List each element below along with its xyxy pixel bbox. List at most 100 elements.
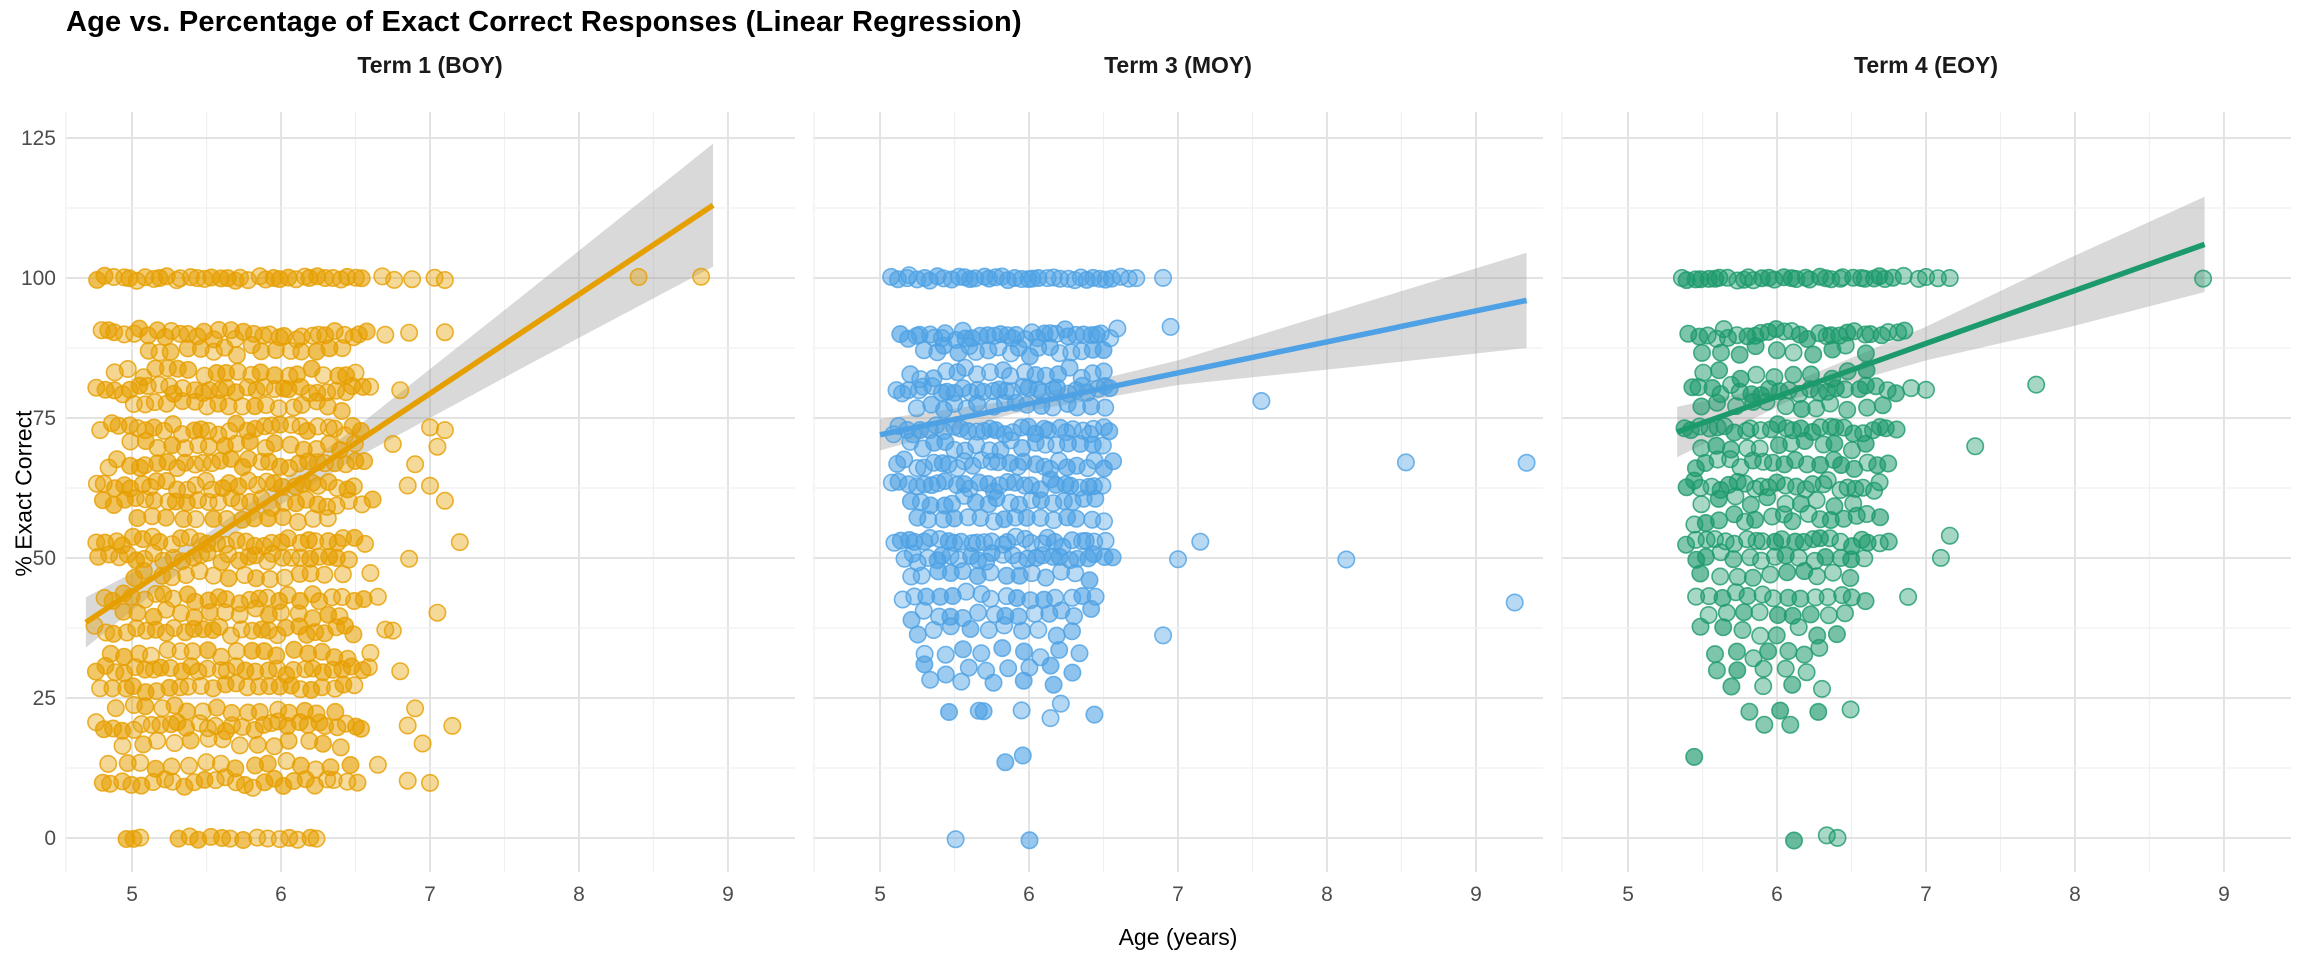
- data-point: [1707, 661, 1726, 680]
- data-point: [1161, 317, 1180, 336]
- data-point: [1017, 508, 1036, 527]
- data-point: [1085, 705, 1104, 724]
- data-point: [1754, 677, 1773, 696]
- data-point: [1771, 701, 1790, 720]
- data-point: [1856, 344, 1875, 363]
- data-point: [1841, 568, 1860, 587]
- data-point: [1063, 663, 1082, 682]
- data-point: [318, 770, 337, 789]
- data-point: [1767, 626, 1786, 645]
- data-point: [104, 624, 123, 643]
- data-point: [1728, 661, 1747, 680]
- scatter-points: [882, 266, 1536, 850]
- data-point: [179, 360, 198, 379]
- data-point: [1779, 641, 1798, 660]
- data-point: [157, 267, 176, 286]
- data-point: [325, 322, 344, 341]
- data-point: [368, 587, 387, 606]
- data-point: [275, 568, 294, 587]
- data-point: [207, 698, 226, 717]
- data-point: [361, 563, 380, 582]
- data-point: [344, 625, 363, 644]
- data-point: [1856, 434, 1875, 453]
- data-point: [967, 394, 986, 413]
- data-point: [1711, 567, 1730, 586]
- data-point: [1252, 391, 1271, 410]
- data-point: [265, 366, 284, 385]
- data-point: [1041, 338, 1060, 357]
- data-point: [1853, 478, 1872, 497]
- data-point: [450, 533, 469, 552]
- data-point: [1029, 620, 1048, 639]
- data-point: [131, 753, 150, 772]
- data-point: [1070, 644, 1089, 663]
- data-point: [1001, 366, 1020, 385]
- data-point: [1733, 620, 1752, 639]
- data-point: [984, 673, 1003, 692]
- data-point: [428, 437, 447, 456]
- data-point: [953, 640, 972, 659]
- chart-title: Age vs. Percentage of Exact Correct Resp…: [66, 6, 1022, 38]
- data-point: [1169, 550, 1188, 569]
- data-point: [118, 623, 137, 642]
- data-point: [914, 601, 933, 620]
- data-point: [1792, 399, 1811, 418]
- data-point: [292, 395, 311, 414]
- data-point: [368, 755, 387, 774]
- panel-term4: 5 6 7 8 9: [1561, 112, 2291, 906]
- data-point: [2027, 375, 2046, 394]
- data-point: [1755, 715, 1774, 734]
- data-point: [1797, 663, 1816, 682]
- data-point: [971, 508, 990, 527]
- data-point: [1776, 397, 1795, 416]
- data-point: [1724, 550, 1743, 569]
- data-point: [320, 339, 339, 358]
- x-tick-label: 9: [2218, 883, 2230, 906]
- data-point: [1692, 439, 1711, 458]
- x-tick-label: 6: [1023, 883, 1035, 906]
- x-tick-label: 8: [2069, 883, 2081, 906]
- data-point: [1013, 746, 1032, 765]
- data-point: [1808, 567, 1827, 586]
- data-point: [357, 322, 376, 341]
- data-point: [1761, 565, 1780, 584]
- data-point: [968, 603, 987, 622]
- data-point: [1767, 341, 1786, 360]
- data-point: [952, 672, 971, 691]
- data-point: [299, 531, 318, 550]
- data-point: [1783, 675, 1802, 694]
- data-point: [346, 363, 365, 382]
- data-point: [1012, 701, 1031, 720]
- data-point: [1726, 487, 1745, 506]
- data-point: [945, 509, 964, 528]
- data-point: [204, 509, 223, 528]
- data-point: [1746, 510, 1765, 529]
- data-point: [1764, 589, 1783, 608]
- data-point: [1783, 512, 1802, 531]
- data-point: [1052, 562, 1071, 581]
- data-point: [908, 459, 927, 478]
- data-point: [941, 617, 960, 636]
- data-point: [1746, 337, 1765, 356]
- data-point: [1094, 341, 1113, 360]
- data-point: [353, 377, 372, 396]
- data-point: [1103, 548, 1122, 567]
- gridlines: [65, 112, 795, 872]
- data-point: [227, 674, 246, 693]
- x-tick-label: 7: [424, 883, 436, 906]
- data-point: [1754, 659, 1773, 678]
- data-point: [1940, 268, 1959, 287]
- data-point: [136, 697, 155, 716]
- data-point: [359, 658, 378, 677]
- data-point: [259, 509, 278, 528]
- x-tick-label: 9: [722, 883, 734, 906]
- data-point: [219, 397, 238, 416]
- x-tick-label: 7: [1172, 883, 1184, 906]
- data-point: [443, 716, 462, 735]
- facet-strip-term4: Term 4 (EOY): [1854, 52, 1998, 78]
- data-point: [181, 268, 200, 287]
- data-point: [919, 510, 938, 529]
- data-point: [118, 359, 137, 378]
- data-point: [144, 418, 163, 437]
